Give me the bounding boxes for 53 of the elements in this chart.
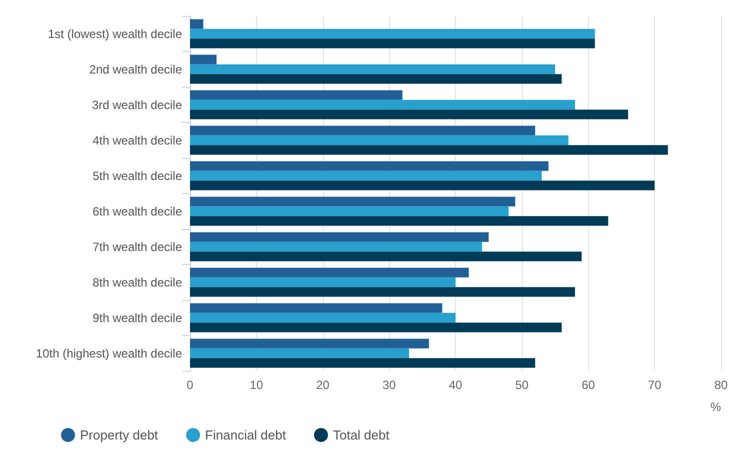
bar — [190, 19, 204, 29]
bar — [190, 338, 429, 348]
x-tick-label: 20 — [316, 378, 330, 392]
bar — [190, 252, 582, 262]
bar — [190, 135, 568, 146]
bar — [190, 54, 217, 64]
bar — [190, 161, 548, 171]
bar — [190, 110, 628, 120]
bar — [190, 90, 402, 100]
x-tick-label: 50 — [515, 378, 529, 392]
y-tick-label: 8th wealth decile — [92, 275, 182, 290]
bar — [190, 287, 575, 297]
bar — [190, 358, 536, 368]
bar — [190, 145, 668, 155]
bar — [190, 348, 410, 358]
x-tick-label: 70 — [648, 378, 662, 392]
y-tick-label: 4th wealth decile — [92, 133, 182, 148]
bar — [190, 303, 442, 313]
bar — [190, 170, 542, 181]
y-tick-label: 5th wealth decile — [92, 168, 182, 183]
x-axis-title: % — [710, 400, 722, 414]
bar — [190, 232, 489, 242]
bar — [190, 277, 456, 288]
y-tick-label: 6th wealth decile — [92, 204, 182, 218]
bar — [190, 268, 469, 278]
bar — [190, 216, 608, 226]
bar — [190, 242, 482, 252]
legend-label: Property debt — [80, 428, 158, 442]
x-tick-label: 10 — [250, 378, 264, 392]
bar — [190, 312, 456, 323]
x-tick-label: 60 — [582, 378, 596, 392]
legend-label: Total debt — [332, 428, 390, 442]
x-tick-label: 80 — [714, 378, 728, 392]
bar — [190, 322, 562, 332]
bar — [190, 64, 556, 74]
y-tick-label: 7th wealth decile — [92, 240, 182, 254]
bar — [190, 28, 595, 39]
y-tick-label: 1st (lowest) wealth decile — [48, 26, 182, 41]
x-tick-label: 40 — [448, 378, 462, 392]
y-tick-label: 9th wealth decile — [92, 310, 182, 325]
legend-label: Financial debt — [205, 428, 286, 442]
x-tick-label: 30 — [382, 378, 396, 392]
y-tick-label: 10th (highest) wealth decile — [36, 346, 182, 360]
bar — [190, 74, 562, 84]
bar — [190, 196, 516, 206]
bar — [190, 38, 595, 48]
y-tick-label: 2nd wealth decile — [89, 62, 182, 76]
bar — [190, 206, 509, 216]
bar — [190, 180, 655, 190]
bar — [190, 100, 575, 110]
y-tick-label: 3rd wealth decile — [92, 98, 182, 112]
x-tick-label: 0 — [186, 378, 194, 392]
bar — [190, 126, 536, 136]
